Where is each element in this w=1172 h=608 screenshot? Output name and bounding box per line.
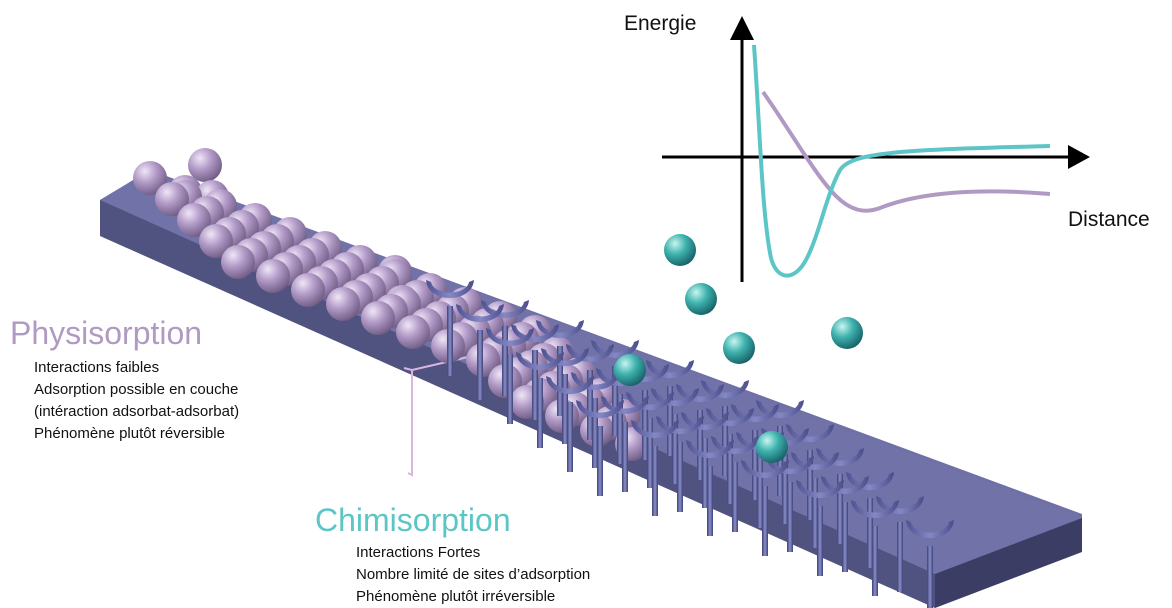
adsorption-site bbox=[631, 420, 679, 516]
chemisorbed-molecule bbox=[723, 332, 755, 364]
chemisorbed-molecules bbox=[614, 234, 863, 463]
chimisorption-lines: Interactions Fortes Nombre limité de sit… bbox=[356, 542, 590, 608]
physisorption-line: Interactions faibles bbox=[34, 359, 160, 376]
physisorbed-molecule bbox=[177, 203, 211, 237]
energy-diagram bbox=[662, 16, 1090, 282]
adsorption-site bbox=[546, 376, 594, 472]
energy-axis-label: Energie bbox=[624, 12, 697, 35]
chemisorption-sites bbox=[426, 280, 954, 608]
chemisorbed-molecule bbox=[664, 234, 696, 266]
distance-axis-arrow bbox=[1068, 145, 1090, 169]
chimisorption-line: Nombre limité de sites d’adsorption bbox=[356, 566, 591, 583]
physisorption-curve bbox=[761, 90, 1051, 213]
physisorbed-molecule bbox=[326, 287, 360, 321]
chimisorption-line: Phénomène plutôt irréversible bbox=[356, 588, 556, 605]
adsorption-site bbox=[851, 500, 899, 596]
chimisorption-line: Interactions Fortes bbox=[356, 544, 481, 561]
physisorbed-molecule bbox=[188, 148, 222, 182]
physisorption-line: (intéraction adsorbat-adsorbat) bbox=[34, 403, 240, 420]
distance-axis-label: Distance bbox=[1068, 208, 1150, 231]
physisorption-line: Adsorption possible en couche bbox=[34, 381, 239, 398]
physisorbed-molecule bbox=[256, 259, 290, 293]
chimisorption-curve bbox=[752, 44, 1051, 278]
chemisorbed-molecule bbox=[756, 431, 788, 463]
adsorption-site bbox=[796, 480, 844, 576]
physisorbed-molecule bbox=[221, 245, 255, 279]
physisorbed-molecule bbox=[396, 315, 430, 349]
chemisorbed-molecule bbox=[685, 283, 717, 315]
physisorption-line: Phénomène plutôt réversible bbox=[34, 425, 225, 442]
physisorption-lines: Interactions faibles Adsorption possible… bbox=[34, 357, 239, 445]
adsorption-site bbox=[741, 460, 789, 556]
chimisorption-title: Chimisorption bbox=[315, 502, 511, 538]
energy-axis-arrow bbox=[730, 16, 754, 40]
physisorbed-molecule bbox=[361, 301, 395, 335]
chemisorbed-molecule bbox=[831, 317, 863, 349]
substrate-side-face bbox=[935, 518, 1082, 608]
adsorption-site bbox=[516, 352, 564, 448]
adsorption-site bbox=[576, 400, 624, 496]
physisorbed-molecule bbox=[155, 182, 189, 216]
adsorption-site bbox=[426, 280, 474, 376]
physisorption-title: Physisorption bbox=[10, 315, 203, 351]
physisorbed-molecule bbox=[133, 161, 167, 195]
adsorption-site bbox=[486, 328, 534, 424]
chemisorbed-molecule bbox=[614, 354, 646, 386]
adsorption-site bbox=[906, 520, 954, 608]
adsorption-site bbox=[686, 440, 734, 536]
region-boundary-line bbox=[403, 367, 413, 477]
adsorption-site bbox=[456, 304, 504, 400]
physisorbed-molecule bbox=[199, 224, 233, 258]
physisorbed-molecule bbox=[291, 273, 325, 307]
